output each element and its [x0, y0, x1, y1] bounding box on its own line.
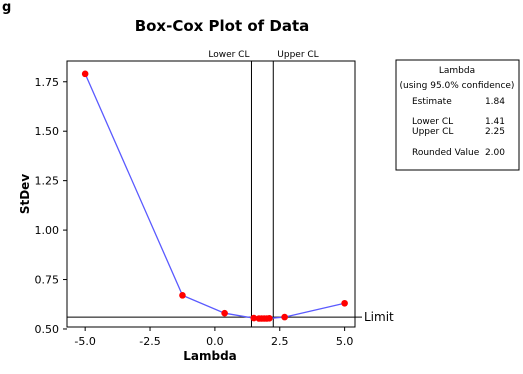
lambda-legend: Lambda (using 95.0% confidence) Estimate…: [395, 59, 520, 171]
x-tick-label: -5.0: [74, 335, 95, 348]
legend-row-label: Lower CL: [412, 117, 453, 127]
y-tick-label: 1.00: [35, 224, 60, 237]
y-tick-label: 1.25: [35, 175, 60, 188]
legend-row-label: Upper CL: [412, 127, 453, 137]
limit-label: Limit: [364, 310, 394, 324]
data-point: [179, 292, 186, 299]
reference-lines: Lower CL Upper CL Limit: [67, 50, 394, 327]
y-tick-label: 1.75: [35, 76, 60, 89]
y-tick-label: 1.50: [35, 125, 60, 138]
data-point: [281, 313, 288, 321]
data-point: [81, 70, 89, 78]
y-tick-label: 0.75: [35, 274, 60, 287]
legend-row-value: 1.41: [485, 117, 505, 127]
legend-subtitle: (using 95.0% confidence): [400, 81, 515, 91]
data-point: [221, 309, 228, 317]
legend-row-value: 2.00: [485, 148, 505, 158]
legend-row-value: 2.25: [485, 127, 505, 137]
legend-title: Lambda: [439, 66, 475, 76]
chart-title: Box-Cox Plot of Data: [135, 17, 310, 35]
legend-row-label: Estimate: [412, 97, 452, 107]
legend-row-label: Rounded Value: [412, 148, 480, 158]
y-tick-label: 0.50: [35, 323, 60, 336]
data-point: [341, 299, 348, 307]
plot-frame: [66, 60, 356, 328]
x-axis-label: Lambda: [183, 349, 237, 363]
data-point: [266, 314, 273, 322]
x-tick-label: 2.5: [271, 335, 289, 348]
x-tick-label: 5.0: [336, 335, 354, 348]
x-axis: -5.0 -2.5 0.0 2.5 5.0: [74, 327, 353, 348]
y-axis: 0.50 0.75 1.00 1.25 1.50 1.75: [35, 76, 67, 336]
corner-glyph: g: [2, 0, 12, 15]
legend-row-value: 1.84: [485, 97, 505, 107]
x-tick-label: 0.0: [206, 335, 224, 348]
series-layer: [81, 70, 348, 322]
data-point: [250, 314, 258, 322]
legend-box: [395, 59, 520, 171]
upper-cl-label: Upper CL: [277, 50, 318, 60]
lower-cl-label: Lower CL: [208, 50, 249, 60]
x-tick-label: -2.5: [139, 335, 160, 348]
y-axis-label: StDev: [18, 174, 32, 214]
